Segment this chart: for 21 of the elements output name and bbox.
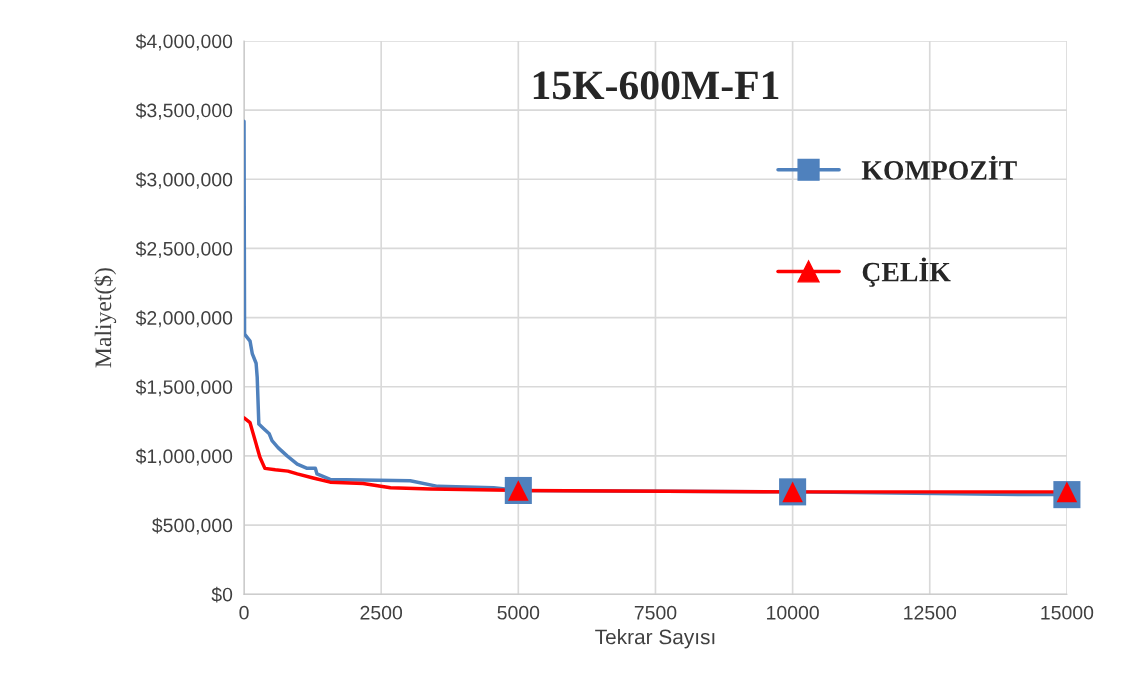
x-tick-label: 2500 xyxy=(360,605,403,620)
y-tick-label: $2,000,000 xyxy=(135,310,233,328)
y-tick-label: $1,000,000 xyxy=(135,448,233,466)
legend-label: KOMPOZİT xyxy=(861,155,1017,180)
y-tick-label: $1,500,000 xyxy=(135,379,233,397)
y-axis-title: Maliyet($) xyxy=(93,268,117,368)
y-tick-label: $0 xyxy=(211,586,233,603)
x-tick-label: 10000 xyxy=(767,605,819,620)
x-tick-label: 7500 xyxy=(634,605,677,620)
text: 15K-600M-F1 xyxy=(533,71,779,100)
x-tick-label: 15000 xyxy=(1041,605,1094,620)
x-axis-title: Tekrar Sayısı xyxy=(595,629,715,649)
y-tick-label: $4,000,000 xyxy=(135,33,233,51)
y-tick-label: $500,000 xyxy=(152,517,233,535)
y-tick-label: $2,500,000 xyxy=(135,241,233,258)
x-tick-label: 5000 xyxy=(497,605,540,620)
legend-label: ÇELİK xyxy=(862,257,951,287)
y-tick-label: $3,500,000 xyxy=(135,102,233,120)
x-tick-label: 12500 xyxy=(904,605,957,620)
y-tick-label: $3,000,000 xyxy=(135,171,233,189)
x-tick-label: 0 xyxy=(239,605,249,620)
